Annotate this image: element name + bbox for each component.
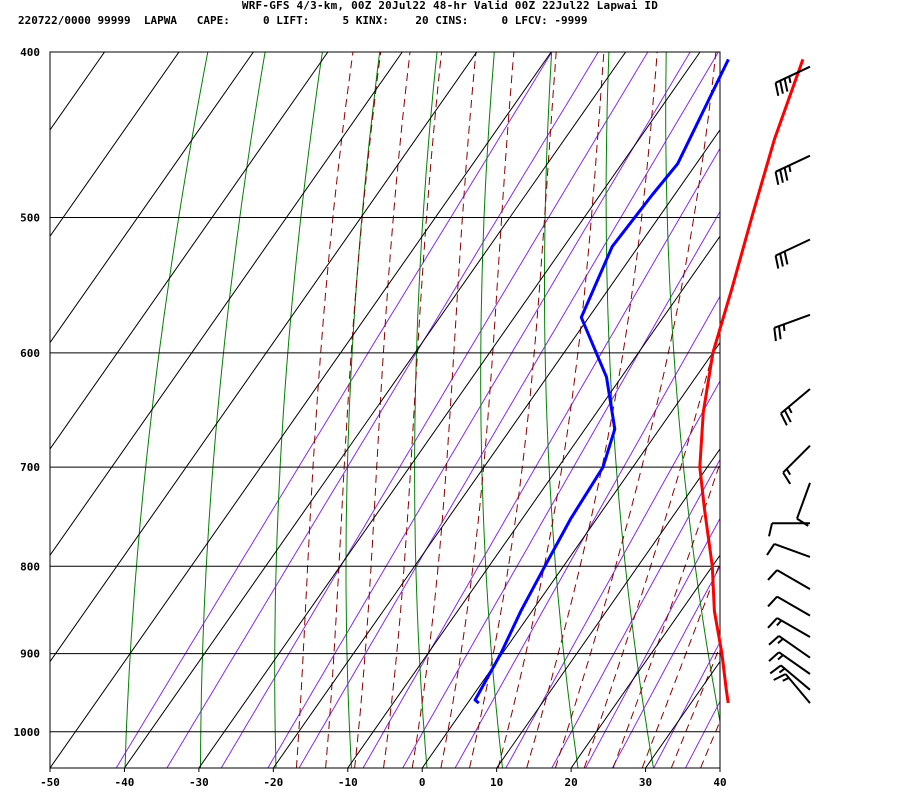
- temperature-tick-label: 20: [564, 776, 577, 789]
- isotherm: [645, 660, 720, 768]
- dry-adiabat: [274, 52, 323, 768]
- dry-adiabat: [124, 52, 209, 768]
- moist-adiabat: [612, 461, 720, 768]
- pressure-tick-label: 1000: [14, 726, 41, 739]
- temperature-tick-label: -10: [338, 776, 358, 789]
- moist-adiabat: [325, 52, 382, 768]
- background-lines: [50, 52, 900, 768]
- wind-barb: [774, 154, 811, 186]
- mixing-ratio-line: [454, 295, 720, 768]
- isotherm: [50, 52, 105, 131]
- wind-barb: [773, 313, 811, 342]
- dry-adiabat: [414, 52, 438, 768]
- temperature-tick-label: -30: [189, 776, 209, 789]
- sounding-indices: 220722/0000 99999 LAPWA CAPE: 0 LIFT: 5 …: [18, 14, 588, 27]
- temperature-tick-label: 10: [490, 776, 503, 789]
- pressure-tick-label: 700: [20, 461, 40, 474]
- wind-barb: [796, 482, 811, 527]
- moist-adiabat: [759, 52, 900, 768]
- moist-adiabat: [554, 52, 717, 768]
- dry-adiabat: [605, 52, 654, 768]
- isotherm: [421, 341, 720, 768]
- pressure-tick-label: 900: [20, 648, 40, 661]
- wind-barb: [768, 651, 811, 675]
- moist-adiabat: [469, 52, 557, 768]
- dry-adiabat: [895, 52, 900, 768]
- pressure-tick-label: 800: [20, 560, 40, 573]
- mixing-ratio-line: [585, 517, 720, 768]
- dewpoint-profile: [473, 58, 730, 705]
- dry-adiabat: [480, 52, 503, 768]
- dry-adiabat: [781, 52, 880, 768]
- isotherm: [272, 129, 720, 768]
- wind-barb: [767, 569, 811, 590]
- wind-barb: [769, 664, 811, 691]
- isotherm: [198, 52, 701, 768]
- isotherm: [347, 235, 720, 768]
- isotherm: [50, 52, 552, 768]
- wind-barb: [774, 238, 811, 269]
- mixing-ratio-line: [115, 52, 553, 768]
- mixing-ratio-line: [653, 641, 720, 768]
- moist-adiabat: [383, 52, 443, 768]
- wind-barb: [780, 388, 811, 426]
- mixing-ratio-line: [722, 52, 900, 768]
- mixing-ratio-line: [220, 52, 649, 768]
- mixing-ratio-line: [362, 147, 720, 768]
- moist-adiabat: [526, 52, 658, 768]
- moist-adiabat: [497, 52, 605, 768]
- temperature-tick-label: -40: [115, 776, 135, 789]
- dry-adiabat: [665, 52, 720, 725]
- mixing-ratio-line: [551, 458, 720, 768]
- wind-barb: [773, 673, 811, 704]
- mixing-ratio-line: [402, 210, 720, 768]
- wind-barb: [774, 65, 811, 97]
- pressure-tick-label: 400: [20, 46, 40, 59]
- chart-title: WRF-GFS 4/3-km, 00Z 20Jul22 48-hr Valid …: [241, 0, 659, 12]
- mixing-ratio-line: [685, 700, 720, 768]
- moist-adiabat: [440, 52, 515, 768]
- mixing-ratio-line: [611, 565, 720, 768]
- isotherm: [50, 52, 478, 663]
- wind-barb: [767, 617, 811, 638]
- mixing-ratio-line: [267, 52, 691, 768]
- pressure-tick-label: 600: [20, 347, 40, 360]
- temperature-tick-label: 40: [713, 776, 726, 789]
- mixing-ratio-line: [505, 380, 720, 768]
- moist-adiabat: [354, 52, 411, 768]
- temperature-tick-label: 30: [639, 776, 652, 789]
- isotherm: [50, 52, 180, 238]
- moist-adiabat: [730, 52, 900, 768]
- dry-adiabat: [544, 52, 579, 768]
- isotherm: [50, 52, 329, 450]
- wind-barb: [768, 635, 811, 659]
- temperature-tick-label: -20: [263, 776, 283, 789]
- moist-adiabat: [583, 323, 720, 768]
- isotherm: [50, 52, 403, 557]
- moist-adiabat: [411, 52, 477, 768]
- temperature-tick-label: 0: [419, 776, 426, 789]
- temperature-tick-label: -50: [40, 776, 60, 789]
- temperature-profile: [698, 58, 805, 704]
- isotherm: [570, 554, 720, 768]
- wind-barb: [766, 542, 811, 558]
- dry-adiabat: [200, 52, 266, 768]
- mixing-ratio-line: [298, 52, 719, 768]
- isotherm: [496, 448, 720, 768]
- isotherm: [719, 767, 720, 768]
- wind-barb: [768, 522, 810, 537]
- isotherm: [50, 52, 254, 344]
- plot-frame: [49, 51, 721, 769]
- moist-adiabat: [295, 52, 354, 768]
- wind-barb: [767, 595, 811, 617]
- wind-barb: [782, 444, 811, 485]
- pressure-tick-label: 500: [20, 212, 40, 225]
- dry-adiabat: [838, 52, 900, 768]
- mixing-ratio-line: [166, 52, 599, 768]
- isotherm: [124, 52, 627, 768]
